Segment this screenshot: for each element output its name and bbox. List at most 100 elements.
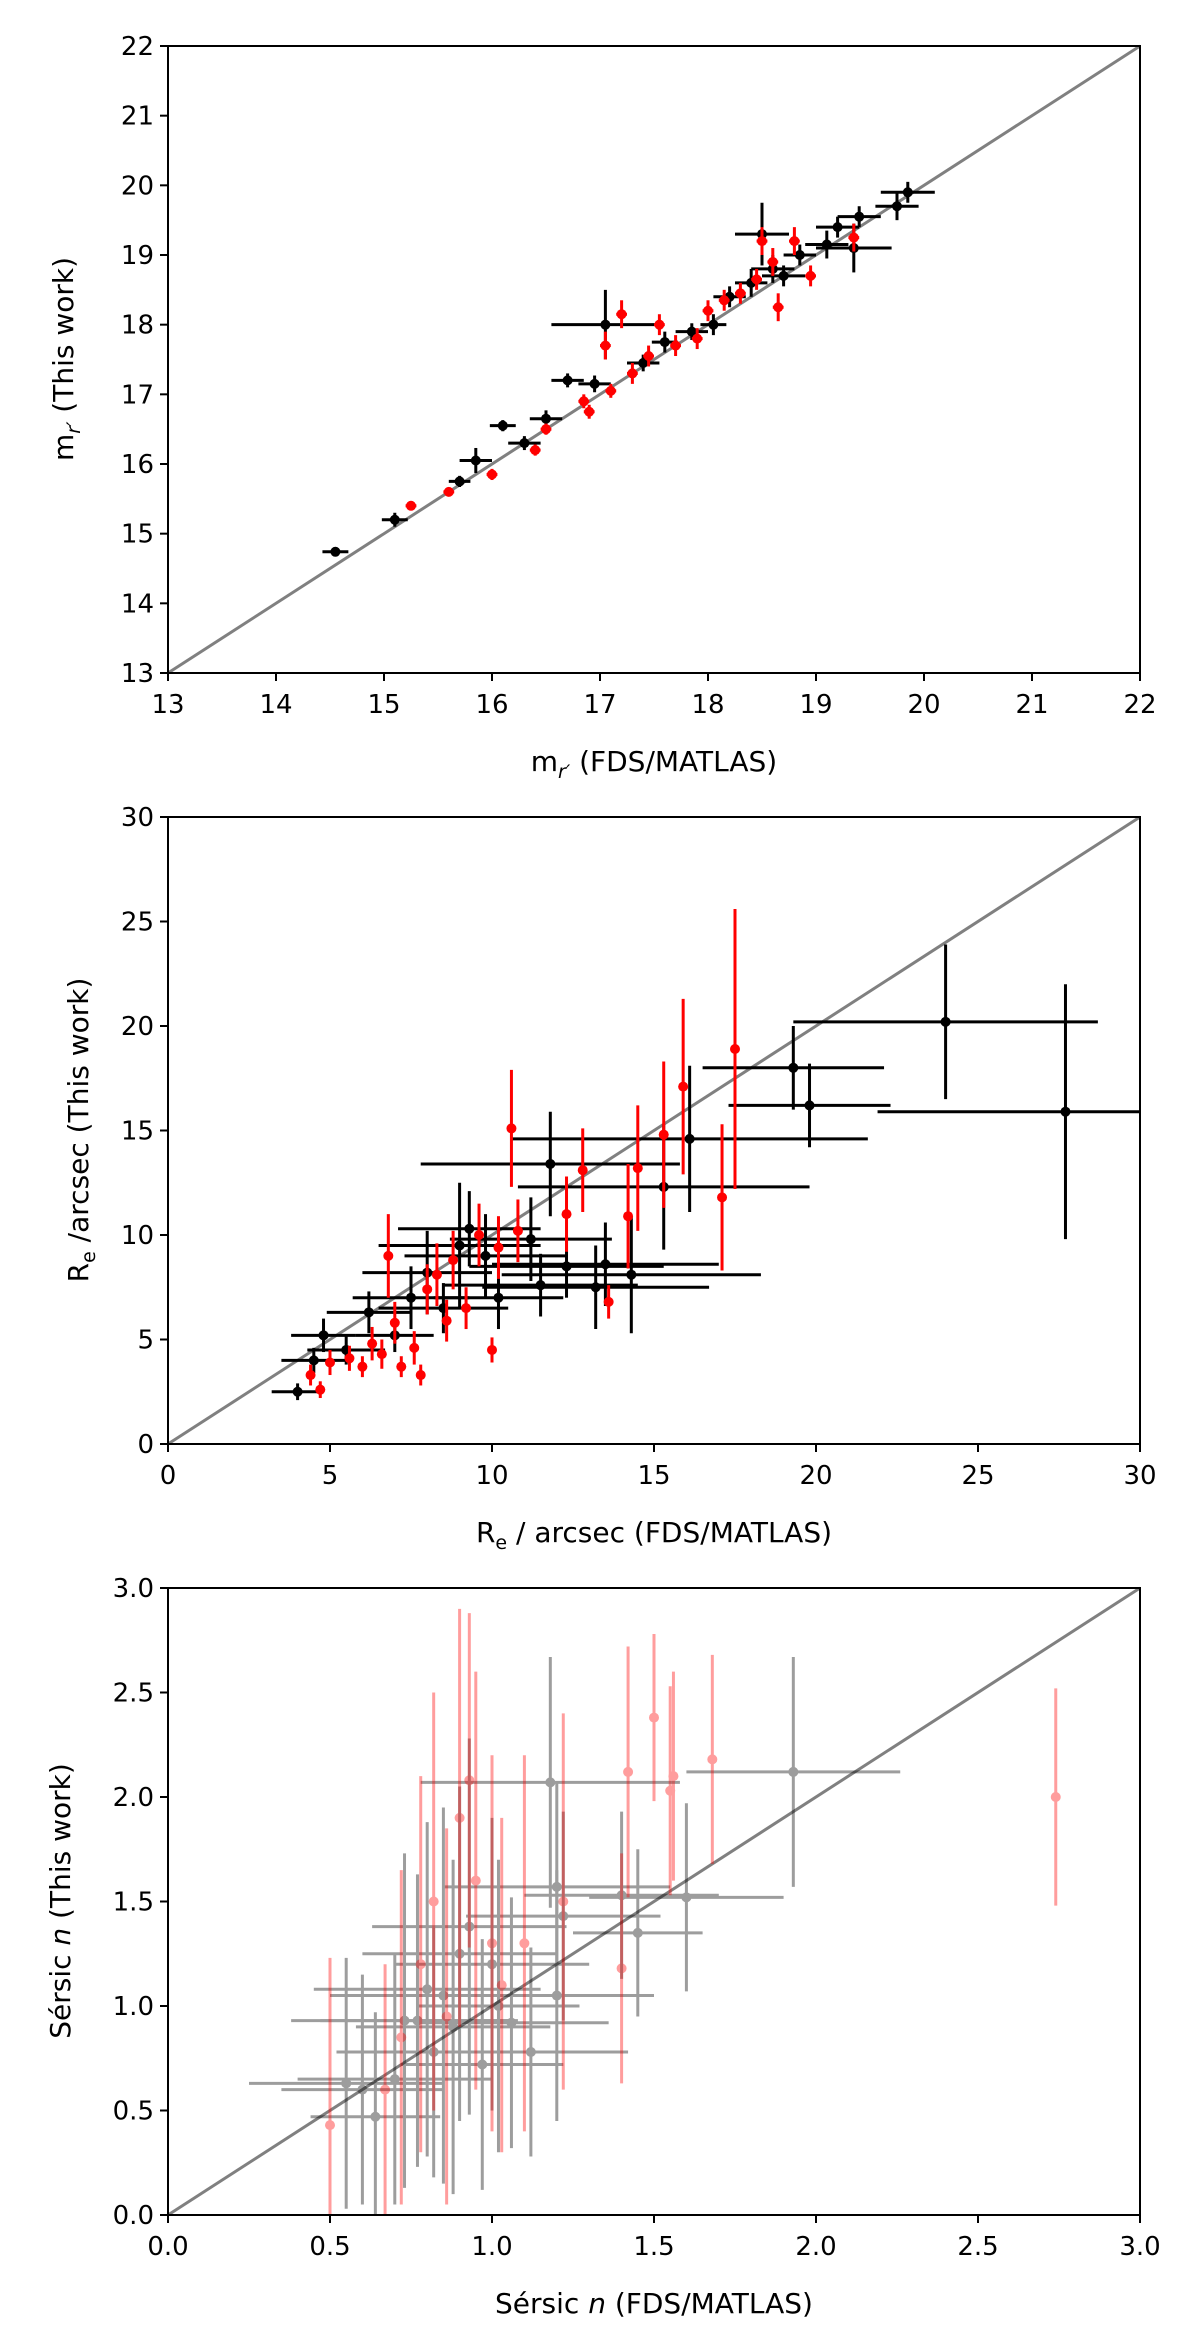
point-marker bbox=[789, 236, 800, 247]
point-marker bbox=[412, 2015, 423, 2026]
point-marker bbox=[832, 222, 843, 233]
point-marker bbox=[940, 1016, 951, 1027]
point-marker bbox=[428, 2046, 439, 2057]
data-point-red bbox=[605, 383, 617, 398]
point-marker bbox=[415, 1959, 426, 1970]
data-point-red bbox=[707, 1654, 718, 1864]
data-point-red bbox=[383, 1214, 394, 1298]
data-point-black bbox=[875, 192, 919, 221]
point-marker bbox=[616, 1890, 627, 1901]
point-marker bbox=[315, 1384, 326, 1395]
y-tick-label: 0 bbox=[137, 1430, 154, 1460]
data-point-black bbox=[362, 1786, 557, 2121]
y-tick-label: 3.0 bbox=[113, 1574, 154, 1604]
data-point-black bbox=[394, 1817, 590, 2111]
point-marker bbox=[406, 500, 416, 511]
point-marker bbox=[341, 2078, 352, 2089]
data-point-red bbox=[702, 300, 714, 322]
point-marker bbox=[788, 1766, 799, 1777]
point-marker bbox=[512, 1225, 523, 1236]
point-marker bbox=[357, 1361, 368, 1372]
y-tick-label: 25 bbox=[121, 908, 154, 938]
data-point-red bbox=[577, 1128, 588, 1213]
series-red bbox=[405, 223, 860, 511]
point-marker bbox=[409, 1342, 420, 1353]
y-axis-label-sersic-index: Sérsic n (This work) bbox=[44, 1763, 77, 2039]
data-point-red bbox=[512, 1199, 523, 1263]
point-marker bbox=[496, 1980, 507, 1991]
point-marker bbox=[892, 201, 902, 212]
data-point-black bbox=[686, 1656, 901, 1887]
data-point-black bbox=[310, 2012, 441, 2215]
x-tick-label: 1.5 bbox=[633, 2232, 674, 2262]
point-marker bbox=[558, 1896, 569, 1907]
point-marker bbox=[600, 319, 611, 330]
point-marker bbox=[357, 2084, 368, 2095]
data-point-red bbox=[486, 468, 498, 481]
y-ticks-magnitude: 13 14 15 16 17 18 19 20 21 22 bbox=[121, 32, 168, 689]
data-point-black bbox=[501, 1216, 761, 1334]
data-point-red bbox=[461, 1287, 472, 1330]
point-marker bbox=[590, 1282, 601, 1293]
point-marker bbox=[464, 1775, 475, 1786]
data-point-black bbox=[420, 1656, 680, 1908]
data-point-red bbox=[627, 362, 638, 384]
point-marker bbox=[422, 1984, 433, 1995]
y-tick-label: 30 bbox=[121, 803, 154, 833]
data-point-black bbox=[378, 1182, 541, 1309]
data-point-red bbox=[717, 1124, 728, 1271]
point-marker bbox=[616, 309, 627, 320]
data-point-black bbox=[816, 216, 860, 238]
point-marker bbox=[632, 1163, 643, 1174]
point-marker bbox=[470, 1875, 481, 1886]
plot-area-sersic-index bbox=[167, 1586, 1141, 2217]
data-point-black bbox=[492, 1222, 719, 1307]
data-point-red bbox=[767, 248, 779, 276]
point-marker bbox=[308, 1355, 319, 1366]
point-marker bbox=[480, 1250, 491, 1261]
point-marker bbox=[1060, 1106, 1071, 1117]
x-axis-label-effective-radius: Re / arcsec (FDS/MATLAS) bbox=[476, 1516, 832, 1554]
data-point-red bbox=[396, 1870, 407, 2205]
point-marker bbox=[454, 1240, 465, 1251]
point-marker bbox=[454, 1948, 465, 1959]
y-ticks-effective-radius: 0 5 10 15 20 25 30 bbox=[121, 803, 168, 1460]
point-marker bbox=[441, 2011, 452, 2022]
x-tick-label: 30 bbox=[1123, 1461, 1156, 1491]
point-marker bbox=[703, 305, 713, 316]
data-point-black bbox=[291, 1853, 518, 2188]
point-marker bbox=[561, 1209, 572, 1220]
point-marker bbox=[493, 1292, 504, 1303]
data-point-red bbox=[422, 1264, 433, 1315]
point-marker bbox=[605, 385, 616, 396]
data-point-black bbox=[381, 512, 408, 527]
point-marker bbox=[487, 469, 497, 480]
panel-magnitude: 13 14 15 16 17 18 19 20 21 22 13 14 15 16 17 18 19 20 21 2… bbox=[47, 32, 1157, 783]
point-marker bbox=[318, 1330, 329, 1341]
point-marker bbox=[506, 1123, 517, 1134]
data-point-red bbox=[654, 314, 665, 336]
x-ticks-effective-radius: 0 5 10 15 20 25 30 bbox=[160, 1444, 1157, 1491]
data-point-red bbox=[431, 1243, 442, 1307]
y-tick-label: 21 bbox=[121, 102, 154, 132]
x-tick-label: 15 bbox=[637, 1461, 670, 1491]
point-marker bbox=[454, 1812, 465, 1823]
y-tick-label: 15 bbox=[121, 520, 154, 550]
point-marker bbox=[380, 2084, 391, 2095]
point-marker bbox=[717, 1192, 728, 1203]
point-marker bbox=[545, 1777, 556, 1788]
point-marker bbox=[804, 1100, 815, 1111]
y-tick-label: 14 bbox=[121, 589, 154, 619]
data-point-black bbox=[489, 420, 516, 432]
point-marker bbox=[545, 1158, 556, 1169]
point-marker bbox=[902, 187, 913, 198]
point-marker bbox=[493, 1242, 504, 1253]
point-marker bbox=[530, 445, 541, 456]
data-point-red bbox=[496, 1817, 507, 2153]
point-marker bbox=[344, 1353, 355, 1364]
data-point-red bbox=[603, 1285, 614, 1319]
data-point-black bbox=[355, 1859, 551, 2195]
point-marker bbox=[848, 232, 859, 243]
point-marker bbox=[659, 337, 670, 348]
data-point-red bbox=[540, 423, 552, 435]
